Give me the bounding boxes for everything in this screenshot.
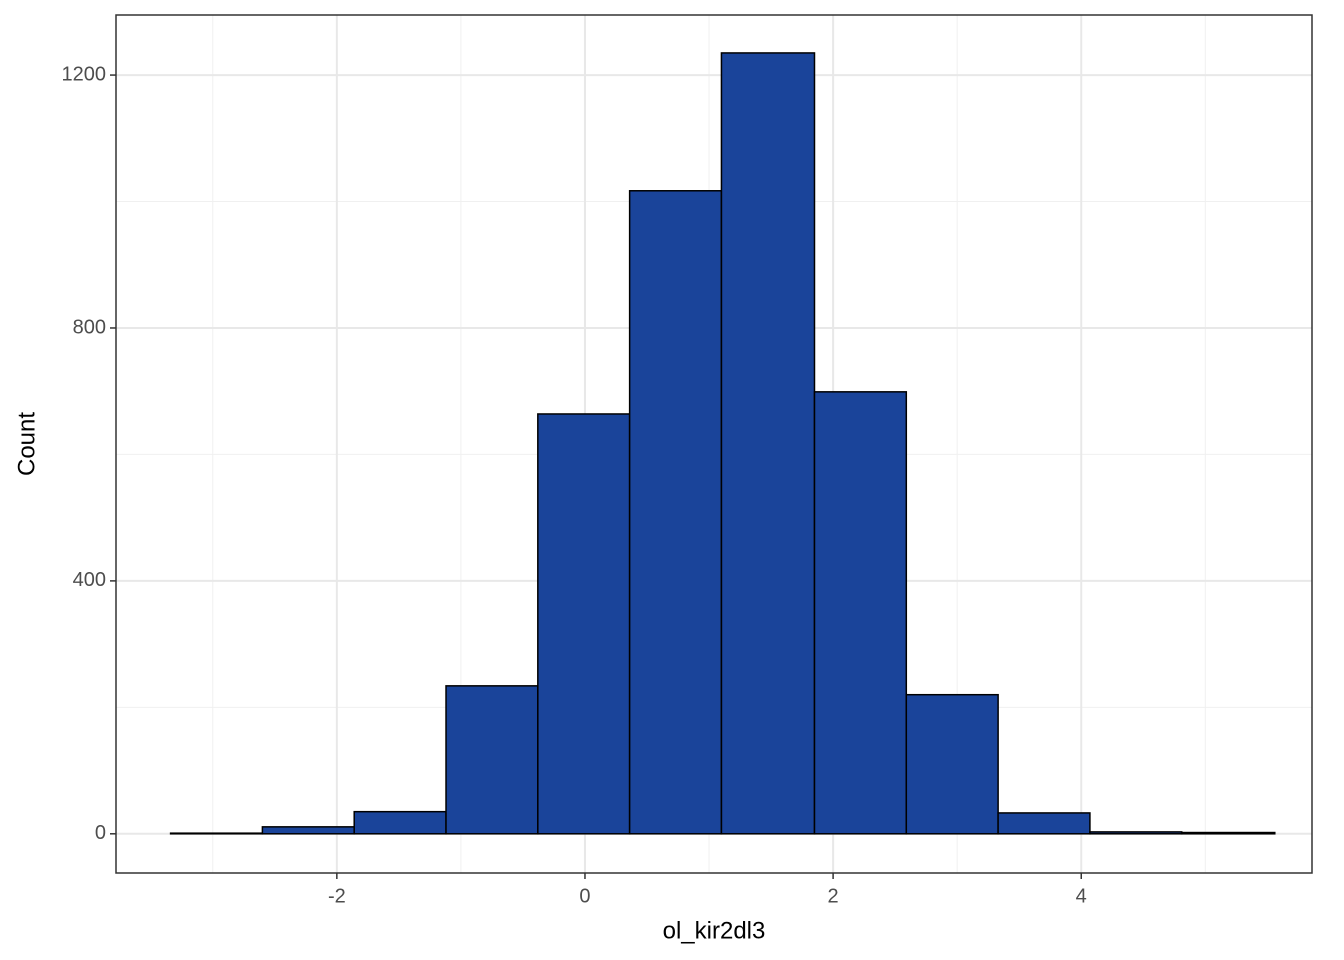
x-tick-label: -2	[328, 885, 346, 907]
bar	[169, 832, 264, 835]
bar	[905, 693, 999, 835]
bar	[537, 413, 631, 835]
x-tick-label: 0	[579, 885, 590, 907]
bar	[628, 190, 723, 835]
panel-border	[115, 14, 1313, 874]
x-tick-label: 2	[828, 885, 839, 907]
x-axis-title: ol_kir2dl3	[663, 917, 766, 944]
bar	[445, 685, 539, 835]
bar	[1180, 831, 1276, 835]
bar	[813, 391, 908, 835]
y-tick-label: 1200	[62, 63, 107, 85]
y-tick-label: 400	[73, 569, 106, 591]
y-tick-label: 0	[95, 822, 106, 844]
bar	[1089, 831, 1183, 835]
bar	[353, 810, 447, 835]
bar	[720, 52, 816, 835]
bar	[997, 812, 1091, 835]
y-tick-label: 800	[73, 316, 106, 338]
y-axis-title: Count	[13, 412, 40, 476]
bar	[261, 826, 355, 835]
x-tick-label: 4	[1076, 885, 1087, 907]
